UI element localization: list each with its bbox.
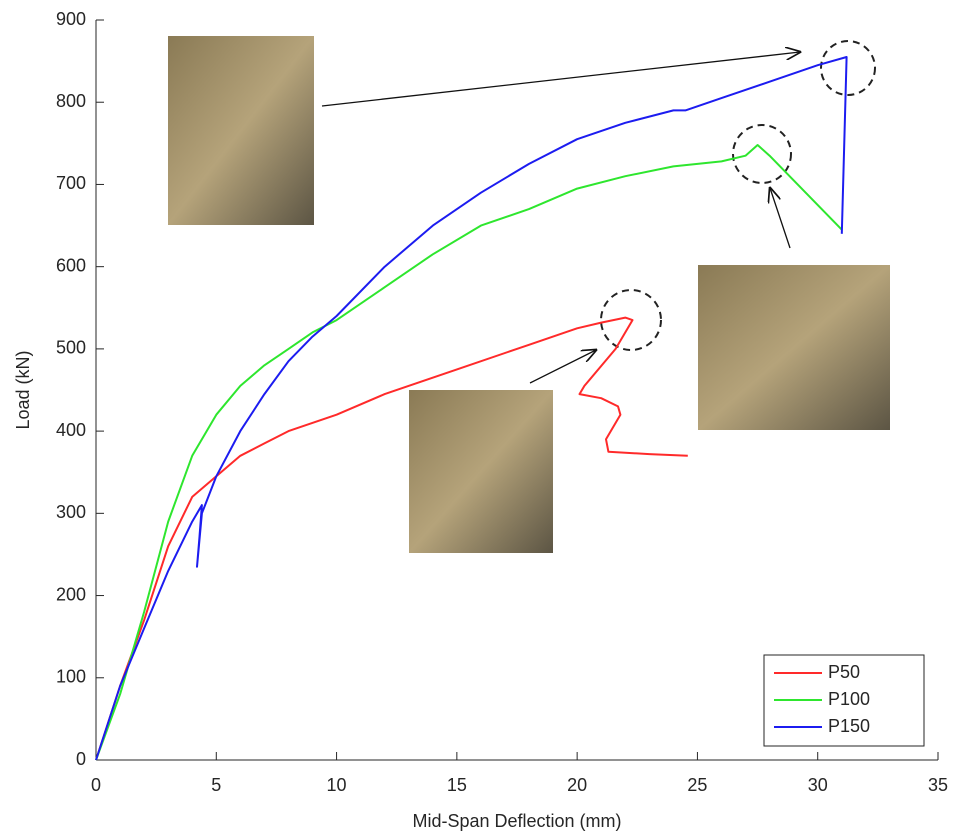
y-axis-label: Load (kN) (13, 350, 33, 429)
series-line (95, 144, 843, 761)
x-tick-label: 30 (808, 775, 828, 795)
arrow (770, 188, 791, 249)
y-tick-label: 400 (56, 420, 86, 440)
legend-label: P150 (828, 716, 870, 736)
y-tick-label: 0 (76, 749, 86, 769)
photo (168, 36, 314, 225)
arrow (321, 52, 800, 107)
y-tick-label: 700 (56, 173, 86, 193)
y-tick-label: 300 (56, 502, 86, 522)
x-tick-label: 15 (447, 775, 467, 795)
y-tick-label: 100 (56, 667, 86, 687)
legend-label: P50 (828, 662, 860, 682)
photo (409, 390, 553, 553)
legend-label: P100 (828, 689, 870, 709)
x-tick-label: 25 (687, 775, 707, 795)
y-tick-label: 600 (56, 255, 86, 275)
series-line (95, 56, 848, 761)
series-line (95, 316, 688, 761)
x-tick-label: 20 (567, 775, 587, 795)
y-tick-label: 500 (56, 338, 86, 358)
y-tick-label: 900 (56, 9, 86, 29)
highlight-circle (732, 124, 792, 184)
highlight-circle (820, 40, 876, 96)
x-tick-label: 10 (327, 775, 347, 795)
arrow (529, 350, 596, 384)
photo (698, 265, 890, 430)
x-tick-label: 35 (928, 775, 948, 795)
y-tick-label: 200 (56, 584, 86, 604)
x-tick-label: 5 (211, 775, 221, 795)
highlight-circle (600, 289, 662, 351)
y-tick-label: 800 (56, 91, 86, 111)
x-axis-label: Mid-Span Deflection (mm) (412, 811, 621, 831)
x-tick-label: 0 (91, 775, 101, 795)
